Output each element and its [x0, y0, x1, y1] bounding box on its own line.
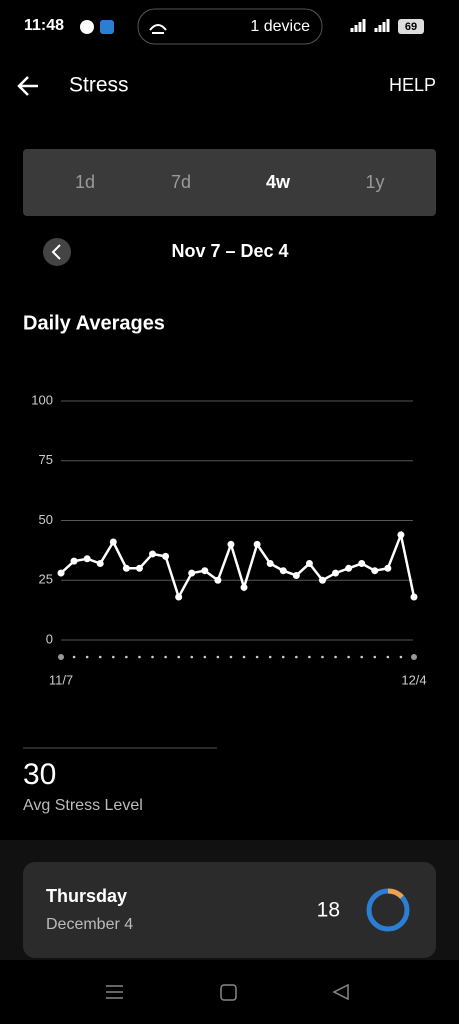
x-axis-dot	[373, 655, 377, 659]
x-axis-dot	[386, 655, 390, 659]
point	[371, 567, 379, 575]
tab[interactable]: 1y	[365, 172, 384, 192]
y-tick-label: 50	[39, 512, 53, 527]
point	[240, 583, 248, 591]
x-axis-dot	[411, 654, 417, 660]
x-axis-dot	[334, 655, 337, 659]
tab[interactable]: 4w	[266, 172, 291, 192]
point	[135, 564, 143, 572]
x-axis-dot	[360, 655, 364, 659]
y-tick-label: 25	[39, 572, 53, 587]
point	[253, 540, 261, 548]
x-axis-dot	[216, 655, 220, 659]
point	[358, 560, 366, 568]
battery-icon	[398, 19, 424, 34]
point	[122, 564, 130, 572]
x-axis-dot	[190, 655, 194, 659]
x-axis-dot	[255, 655, 259, 659]
x-axis-dot	[203, 655, 207, 659]
point	[175, 593, 183, 601]
day-value: 18	[317, 899, 340, 922]
point	[96, 560, 104, 568]
point	[109, 538, 117, 546]
point	[332, 569, 340, 577]
x-axis-dot	[295, 655, 298, 659]
point	[279, 567, 287, 575]
section-title: Daily Averages	[23, 312, 165, 334]
x-tick-label: 12/4	[401, 672, 426, 687]
x-axis-dot	[308, 655, 311, 659]
day-date: December 4	[46, 916, 133, 933]
line	[60, 530, 416, 601]
status-icon	[100, 20, 114, 34]
x-axis-dot	[242, 655, 246, 659]
y-tick-label: 100	[31, 392, 53, 407]
x-axis-dot	[125, 655, 128, 659]
nav-home[interactable]	[220, 984, 237, 1001]
point	[162, 552, 170, 560]
y-tick-label: 75	[39, 452, 53, 467]
y-tick-label: 0	[46, 631, 53, 646]
x-axis-dot	[85, 655, 89, 659]
hotspot-text: 1 device	[250, 18, 310, 35]
x-axis-dot	[111, 655, 115, 659]
point	[227, 540, 235, 548]
point	[397, 531, 405, 539]
x-axis-dot	[268, 655, 272, 659]
point	[305, 560, 313, 568]
avg-label: Avg Stress Level	[23, 797, 143, 814]
page-title: Stress	[69, 74, 129, 97]
hotspot-icon	[149, 24, 167, 34]
point	[83, 555, 91, 563]
day-card[interactable]	[23, 862, 436, 958]
back-button[interactable]	[17, 76, 38, 96]
x-axis-dot	[399, 655, 403, 659]
chevron	[51, 244, 61, 260]
status-time: 11:48	[24, 17, 64, 34]
x-axis-dot	[321, 655, 324, 659]
tab[interactable]: 1d	[75, 172, 95, 192]
point	[188, 569, 196, 577]
battery-level: 69	[405, 21, 417, 33]
x-axis-dot	[229, 655, 233, 659]
point	[384, 564, 392, 572]
x-axis-dot	[347, 655, 350, 659]
avg-value: 30	[23, 758, 56, 791]
tab-bar	[23, 149, 436, 216]
point	[201, 567, 209, 575]
x-axis-dot	[138, 655, 141, 659]
signal-icon	[350, 19, 390, 32]
point	[292, 571, 300, 579]
status-icon	[80, 20, 94, 34]
x-axis-dot	[151, 655, 154, 659]
point	[266, 560, 274, 568]
point	[57, 569, 65, 577]
point	[410, 593, 418, 601]
point	[345, 564, 353, 572]
date-range: Nov 7 – Dec 4	[171, 241, 288, 261]
point	[318, 576, 326, 584]
day-name: Thursday	[46, 886, 127, 906]
tab[interactable]: 7d	[171, 172, 191, 192]
nav-back[interactable]	[332, 983, 349, 1001]
x-axis-dot	[72, 655, 76, 659]
x-axis-dot	[177, 655, 180, 659]
hotspot-pill[interactable]	[137, 8, 323, 45]
help-button[interactable]: HELP	[389, 75, 436, 95]
x-axis-dot	[98, 655, 102, 659]
x-axis-dot	[164, 655, 167, 659]
point	[214, 576, 222, 584]
stress-donut-segment	[387, 888, 404, 899]
nav-menu[interactable]	[106, 985, 123, 999]
point	[149, 550, 157, 558]
previous-range-button[interactable]	[43, 238, 71, 266]
x-axis-dot	[281, 655, 285, 659]
x-axis-dot	[58, 654, 64, 660]
point	[70, 557, 78, 565]
x-tick-label: 11/7	[49, 672, 73, 687]
